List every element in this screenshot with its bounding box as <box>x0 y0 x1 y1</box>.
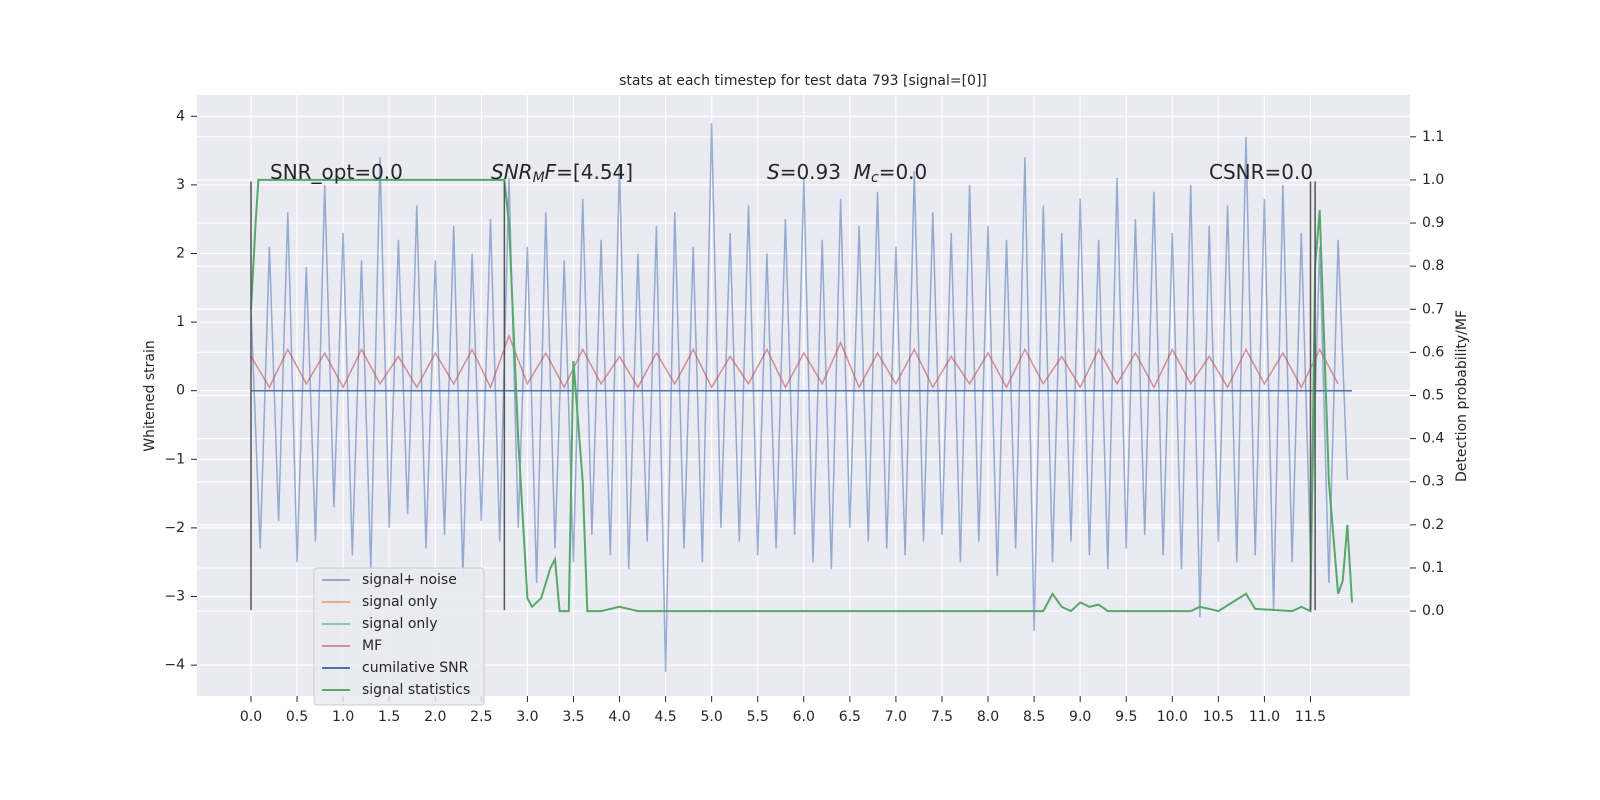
legend-box <box>313 567 485 706</box>
annotation-part: =[4.54] <box>556 160 633 184</box>
y-tick-label: −1 <box>164 451 185 467</box>
series-line <box>250 333 1339 390</box>
y-axis-label: Whitened strain <box>142 340 158 451</box>
legend-label: cumilative SNR <box>362 660 469 676</box>
x-tick-label: 9.0 <box>1069 709 1091 725</box>
annotation-part: M <box>533 170 545 186</box>
x-tick-label: 2.5 <box>470 709 492 725</box>
x-tick-label: 10.0 <box>1157 709 1188 725</box>
y2-tick-label: 1.1 <box>1422 129 1444 145</box>
x-tick-label: 7.5 <box>931 709 953 725</box>
annotation-part: CSNR=0.0 <box>1209 160 1313 184</box>
x-tick-label: 7.0 <box>885 709 907 725</box>
annotation-part: c <box>871 170 879 186</box>
annotation-part: =0.0 <box>879 160 928 184</box>
x-tick-label: 3.5 <box>562 709 584 725</box>
legend-label: signal only <box>362 616 437 632</box>
y2-tick-label: 0.7 <box>1422 301 1444 317</box>
legend-label: signal statistics <box>362 682 470 698</box>
y2-tick-label: 0.2 <box>1422 517 1444 533</box>
y2-tick-label: 0.1 <box>1422 560 1444 576</box>
annotation: CSNR=0.0 <box>1209 160 1313 184</box>
x-tick-label: 8.5 <box>1023 709 1045 725</box>
x-tick-label: 6.5 <box>839 709 861 725</box>
y2-tick-label: 0.8 <box>1422 258 1444 274</box>
x-tick-label: 1.5 <box>378 709 400 725</box>
y2-tick-label: 0.9 <box>1422 215 1444 231</box>
x-tick-label: 9.5 <box>1115 709 1137 725</box>
y2-tick-label: 0.3 <box>1422 474 1444 490</box>
x-tick-label: 0.5 <box>286 709 308 725</box>
x-tick-label: 4.0 <box>608 709 630 725</box>
legend-label: MF <box>362 638 382 654</box>
x-tick-label: 5.5 <box>747 709 769 725</box>
y-tick-label: 3 <box>176 177 185 193</box>
legend-label: signal only <box>362 594 437 610</box>
annotation-part: M <box>854 160 871 184</box>
annotation-part: F <box>545 160 557 184</box>
annotation-part: SNR_opt=0.0 <box>270 160 403 184</box>
series-line <box>250 178 1353 613</box>
x-tick-label: 5.0 <box>701 709 723 725</box>
y2-tick-label: 0.6 <box>1422 344 1444 360</box>
y-tick-label: −2 <box>164 520 185 536</box>
y2-tick-label: 0.4 <box>1422 431 1444 447</box>
x-tick-label: 2.0 <box>424 709 446 725</box>
y2-tick-label: 0.0 <box>1422 603 1444 619</box>
x-tick-label: 4.5 <box>654 709 676 725</box>
annotation-part: =0.93 <box>780 160 854 184</box>
x-tick-label: 1.0 <box>332 709 354 725</box>
y2-axis-label: Detection probability/MF <box>1454 310 1470 482</box>
x-tick-label: 0.0 <box>240 709 262 725</box>
y-tick-label: 4 <box>176 108 185 124</box>
y-tick-label: 0 <box>176 383 185 399</box>
annotation-part: SNR <box>491 160 533 184</box>
x-tick-label: 10.5 <box>1203 709 1234 725</box>
y2-tick-label: 1.0 <box>1422 172 1444 188</box>
x-tick-label: 8.0 <box>977 709 999 725</box>
legend-label: signal+ noise <box>362 572 457 588</box>
y2-tick-label: 0.5 <box>1422 388 1444 404</box>
annotation-part: S <box>767 160 780 184</box>
y-tick-label: 1 <box>176 314 185 330</box>
annotation: SNR_opt=0.0 <box>270 160 403 184</box>
x-tick-label: 6.0 <box>793 709 815 725</box>
y-tick-label: 2 <box>176 245 185 261</box>
x-tick-label: 3.0 <box>516 709 538 725</box>
annotation: S=0.93 Mc=0.0 <box>767 160 927 187</box>
x-tick-label: 11.5 <box>1295 709 1326 725</box>
x-tick-label: 11.0 <box>1249 709 1280 725</box>
y-tick-label: −3 <box>164 589 185 605</box>
annotation: SNRMF=[4.54] <box>491 160 633 187</box>
chart-title: stats at each timestep for test data 793… <box>619 73 987 89</box>
y-tick-label: −4 <box>164 657 185 673</box>
series-line <box>250 123 1349 673</box>
